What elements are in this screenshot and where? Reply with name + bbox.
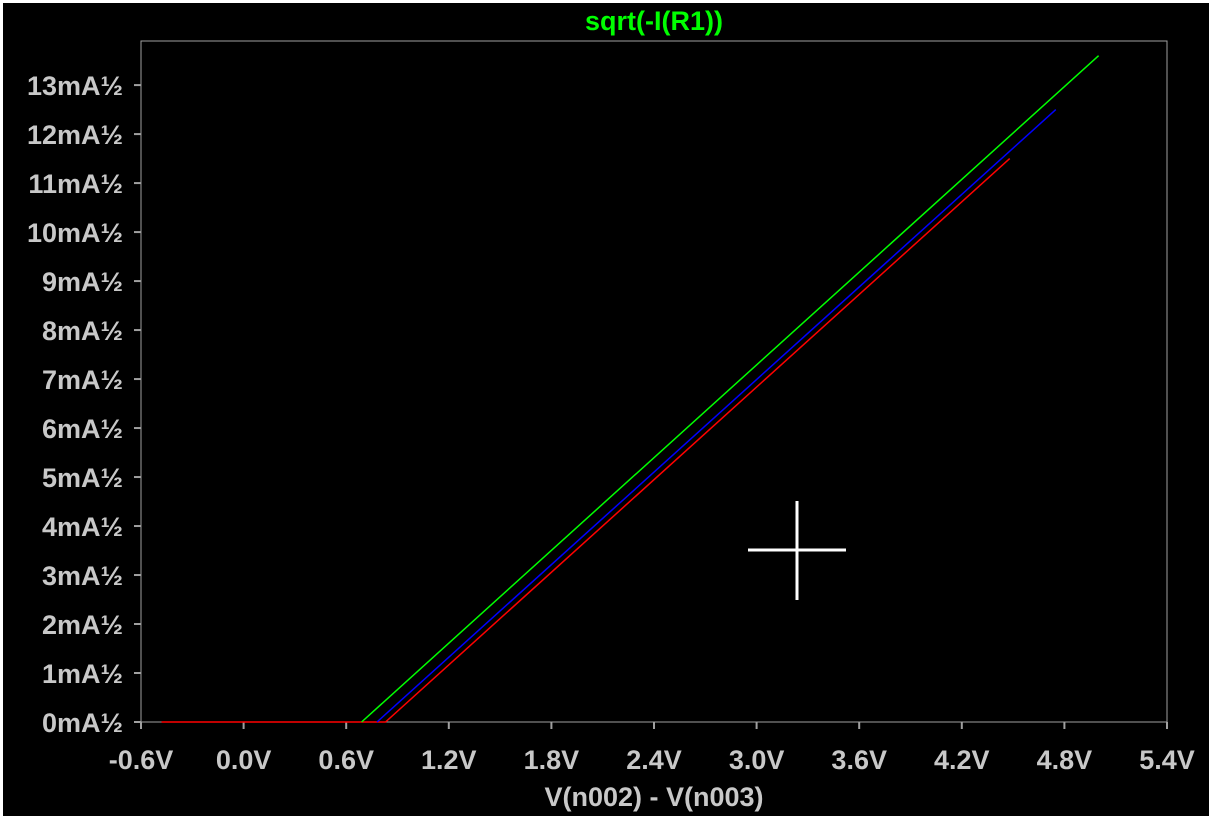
y-tick-label: 12mA½ [27,120,123,150]
y-tick-label: 2mA½ [42,610,123,640]
x-tick-label: 0.0V [216,745,272,775]
y-tick-label: 5mA½ [42,463,123,493]
y-tick-label: 10mA½ [27,218,123,248]
x-tick-label: 4.2V [934,745,990,775]
x-tick-label: 1.8V [524,745,580,775]
chart-title[interactable]: sqrt(-I(R1)) [585,6,723,36]
plot-background [3,3,1209,816]
x-tick-label: 5.4V [1139,745,1195,775]
y-tick-label: 11mA½ [28,169,123,199]
y-axis: 0mA½ 1mA½ 2mA½ 3mA½ 4mA½ 5mA½ 6mA½ 7mA½ 8mA½ 9mA½… [27,71,141,738]
y-tick-label: 8mA½ [42,316,123,346]
y-tick-label: 7mA½ [42,365,123,395]
x-axis: -0.6V 0.0V 0.6V 1.2V 1.8V 2.4V 3.0V 3.6V 4.2V 4.8… [109,722,1195,775]
y-tick-label: 9mA½ [42,267,123,297]
x-axis-label: V(n002) - V(n003) [544,782,763,812]
y-tick-label: 13mA½ [27,71,123,101]
y-tick-label: 6mA½ [42,414,123,444]
series-line-2 [376,109,1057,723]
resize-grip-line-b [1201,807,1209,815]
x-tick-label: 2.4V [626,745,682,775]
y-tick-label: 3mA½ [42,561,123,591]
x-tick-label: 1.2V [421,745,477,775]
resize-grip-line-a [1195,801,1209,815]
x-tick-label: 3.0V [729,745,785,775]
resize-grip-icon[interactable] [1195,801,1209,815]
y-tick-label: 1mA½ [42,659,123,689]
crosshair-cursor [748,501,846,600]
y-tick-label: 0mA½ [42,708,123,738]
x-tick-label: 4.8V [1037,745,1093,775]
series-line-3 [361,55,1100,723]
y-tick-label: 4mA½ [42,512,123,542]
x-tick-label: 0.6V [318,745,374,775]
x-tick-label: 3.6V [831,745,887,775]
plot-traces [161,55,1100,723]
x-tick-label: -0.6V [109,745,174,775]
series-line-1 [161,158,1011,723]
